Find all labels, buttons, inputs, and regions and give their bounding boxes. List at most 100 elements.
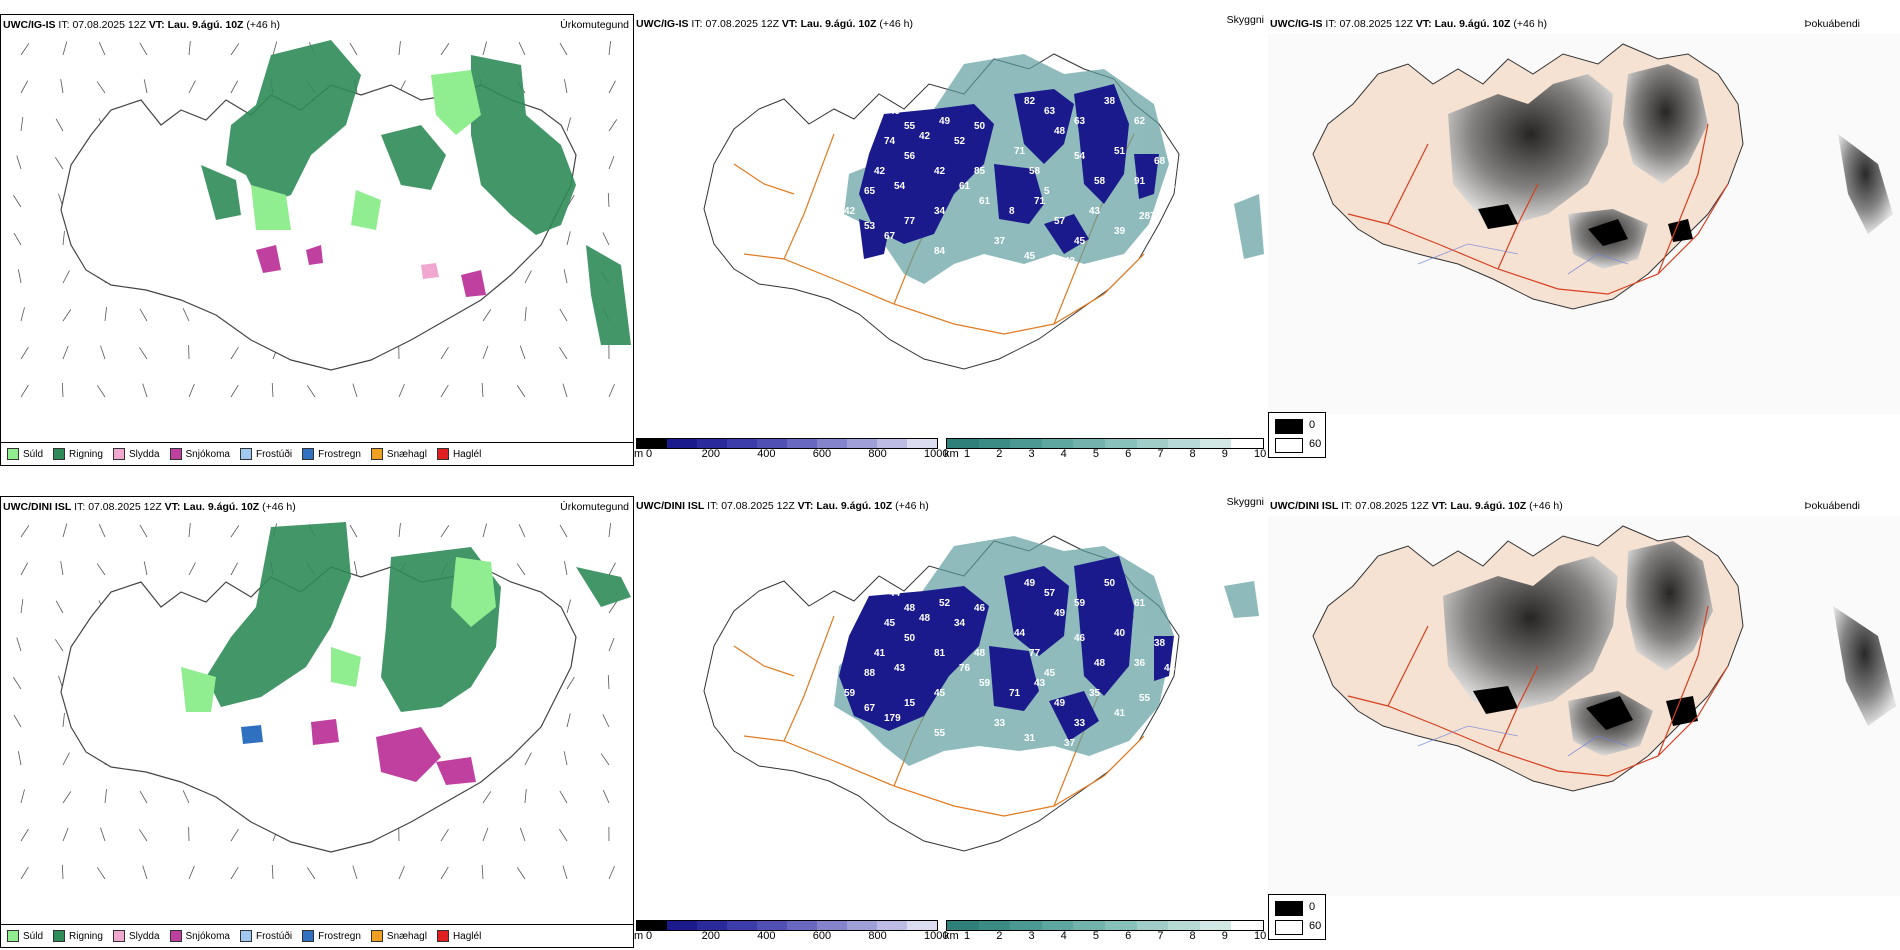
cloud-base-value: 34 (954, 618, 966, 629)
colorbar-tick: 8 (1189, 930, 1196, 942)
wind-barb (55, 118, 64, 132)
precip-type-panel-bottom: UWC/DINI ISL IT: 07.08.2025 12Z VT: Lau.… (0, 496, 634, 948)
legend-item-2: Slydda (112, 448, 160, 460)
legend-item-4: Frostúði (239, 448, 292, 460)
wind-barb (62, 713, 65, 728)
wind-barb (524, 752, 532, 766)
legend-label: Súld (23, 930, 44, 942)
wind-barb (188, 41, 191, 56)
fog-panel-bottom: UWC/DINI ISL IT: 07.08.2025 12Z VT: Lau.… (1268, 496, 1900, 948)
wind-barb (481, 383, 484, 398)
cloud-base-colorbar (636, 920, 938, 931)
visibility-label: Skyggni (1226, 14, 1264, 26)
legend-item-3: Snjókoma (169, 448, 230, 460)
cloud-base-value: 50 (974, 121, 986, 132)
cloud-base-value: 68 (1154, 156, 1166, 167)
wind-barb (607, 192, 610, 208)
cloud-base-value: 76 (959, 663, 971, 674)
cloud-base-value: 42 (874, 166, 886, 177)
cloud-base-value: 33 (994, 718, 1006, 729)
wind-barb (230, 525, 240, 538)
legend-swatch (302, 930, 315, 942)
wind-barb (559, 524, 568, 538)
wind-barb (602, 714, 610, 728)
cloud-base-value: 59 (979, 678, 991, 689)
cloud-base-value: 51 (1114, 146, 1126, 157)
colorbar-tick: 1000 (924, 930, 949, 942)
wind-barb (139, 42, 148, 56)
wind-barb (188, 523, 191, 538)
legend-label: Rigning (69, 448, 103, 460)
cloud-base-value: 61 (1134, 598, 1146, 609)
wind-barb (566, 599, 572, 614)
wind-barb (20, 866, 29, 880)
wind-barb (17, 269, 22, 284)
wind-barb (16, 637, 22, 652)
wind-barb (20, 307, 25, 322)
fog-legend: 0 60 (1268, 412, 1326, 458)
cloud-base-value: 49 (1054, 698, 1066, 709)
cloud-base-value: 84 (934, 246, 946, 257)
wind-barb (13, 677, 22, 690)
colorbar-tick: 7 (1157, 448, 1164, 460)
wind-barb (482, 827, 489, 842)
cloud-base-value: 5 (1044, 186, 1050, 197)
wind-barb (524, 789, 527, 804)
visibility-label: Skyggni (1226, 496, 1264, 508)
legend-swatch (112, 448, 125, 460)
cloud-base-value: 44 (1164, 663, 1176, 674)
fog-label: Þokuábendi (1804, 500, 1860, 512)
cloud-base-value: 48 (919, 613, 931, 624)
cloud-base-value: 45 (1074, 236, 1086, 247)
wind-barb (602, 790, 610, 804)
cloud-base-value: 45 (1024, 251, 1036, 262)
wind-barb (62, 41, 68, 56)
cloud-base-value: 81 (934, 648, 946, 659)
wind-barb (602, 232, 610, 246)
wind-barb (349, 524, 358, 538)
cloud-base-value: 48 (1054, 126, 1066, 137)
wind-barb (566, 713, 571, 728)
colorbar-tick: 800 (868, 930, 887, 942)
cloud-base-value: 48 (1094, 658, 1106, 669)
wind-barb (608, 637, 615, 652)
cloud-base-value: 41 (1114, 708, 1126, 719)
colorbar-tick: 6 (1125, 448, 1132, 460)
wind-barb (559, 347, 568, 360)
cloud-base-value: 67 (864, 703, 876, 714)
colorbar-tick: 1 (964, 448, 971, 460)
wind-barb (271, 864, 274, 880)
legend-item-7: Haglél (436, 930, 481, 942)
wind-barb (62, 309, 72, 322)
cloud-base-value: 31 (1024, 733, 1036, 744)
wind-barb (562, 383, 568, 398)
panel-title: UWC/IG-IS IT: 07.08.2025 12Z VT: Lau. 9.… (3, 19, 280, 31)
legend-swatch (169, 930, 182, 942)
cloud-base-value: 71 (1034, 196, 1046, 207)
wind-barb (139, 829, 148, 842)
colorbar-tick: 9 (1221, 448, 1228, 460)
wind-barb (13, 232, 22, 246)
wind-barb (519, 827, 526, 842)
wind-barb (61, 864, 64, 880)
cloud-base-value: 50 (904, 633, 916, 644)
colorbar-tick: 4 (1060, 448, 1067, 460)
cloud-base-value: 34 (934, 206, 946, 217)
cloud-base-value: 48 (974, 648, 986, 659)
legend-swatch (169, 448, 182, 460)
wind-barb (524, 270, 532, 284)
cloud-base-value: 49 (1054, 608, 1066, 619)
wind-barb (607, 674, 610, 690)
cloud-base-value: 71 (1014, 146, 1026, 157)
wind-barb (482, 791, 492, 804)
wind-barb (563, 751, 568, 766)
cloud-base-value: 59 (1074, 598, 1086, 609)
legend-swatch (239, 930, 252, 942)
wind-barb (516, 385, 526, 398)
wind-barb (13, 714, 22, 728)
cloud-base-unit: m (634, 448, 644, 460)
wind-barb (230, 43, 240, 56)
legend-label: Frostúði (255, 930, 293, 942)
wind-barb (564, 79, 568, 94)
